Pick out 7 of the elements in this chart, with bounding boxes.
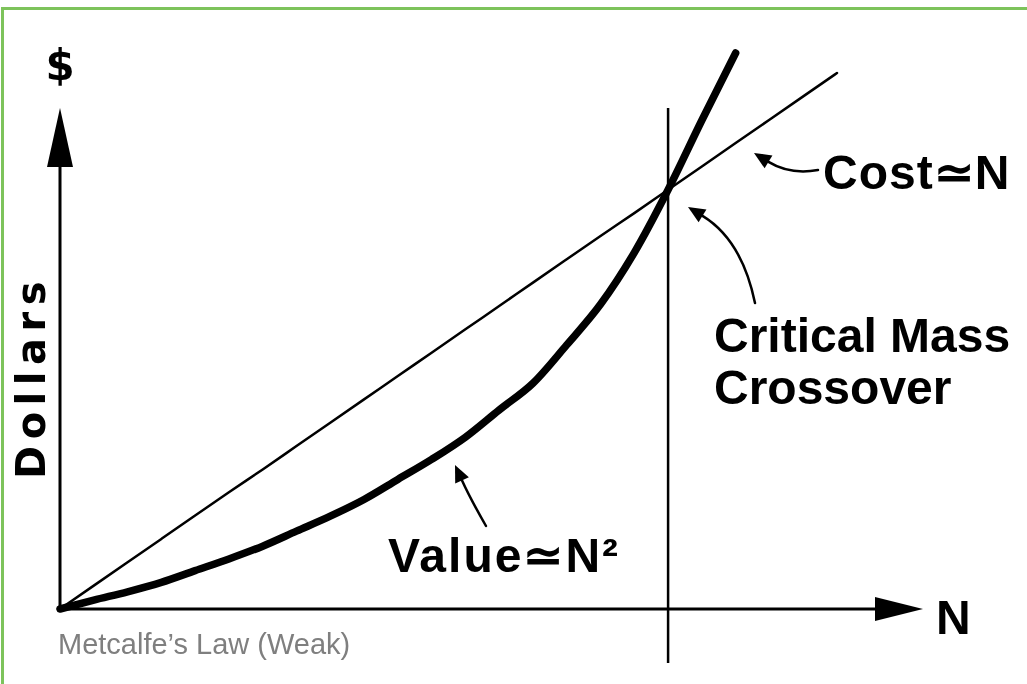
series-label: Value≃N² (388, 529, 621, 582)
x-axis-title: N (936, 591, 971, 644)
annotation: Critical Mass Crossover (714, 309, 1011, 414)
text: Metcalfe’s Law (Weak) (58, 628, 351, 660)
legend-label: Cost≃N (823, 146, 1011, 199)
y-axis-title: Dollars (8, 274, 54, 480)
annotation: $ (45, 41, 75, 90)
